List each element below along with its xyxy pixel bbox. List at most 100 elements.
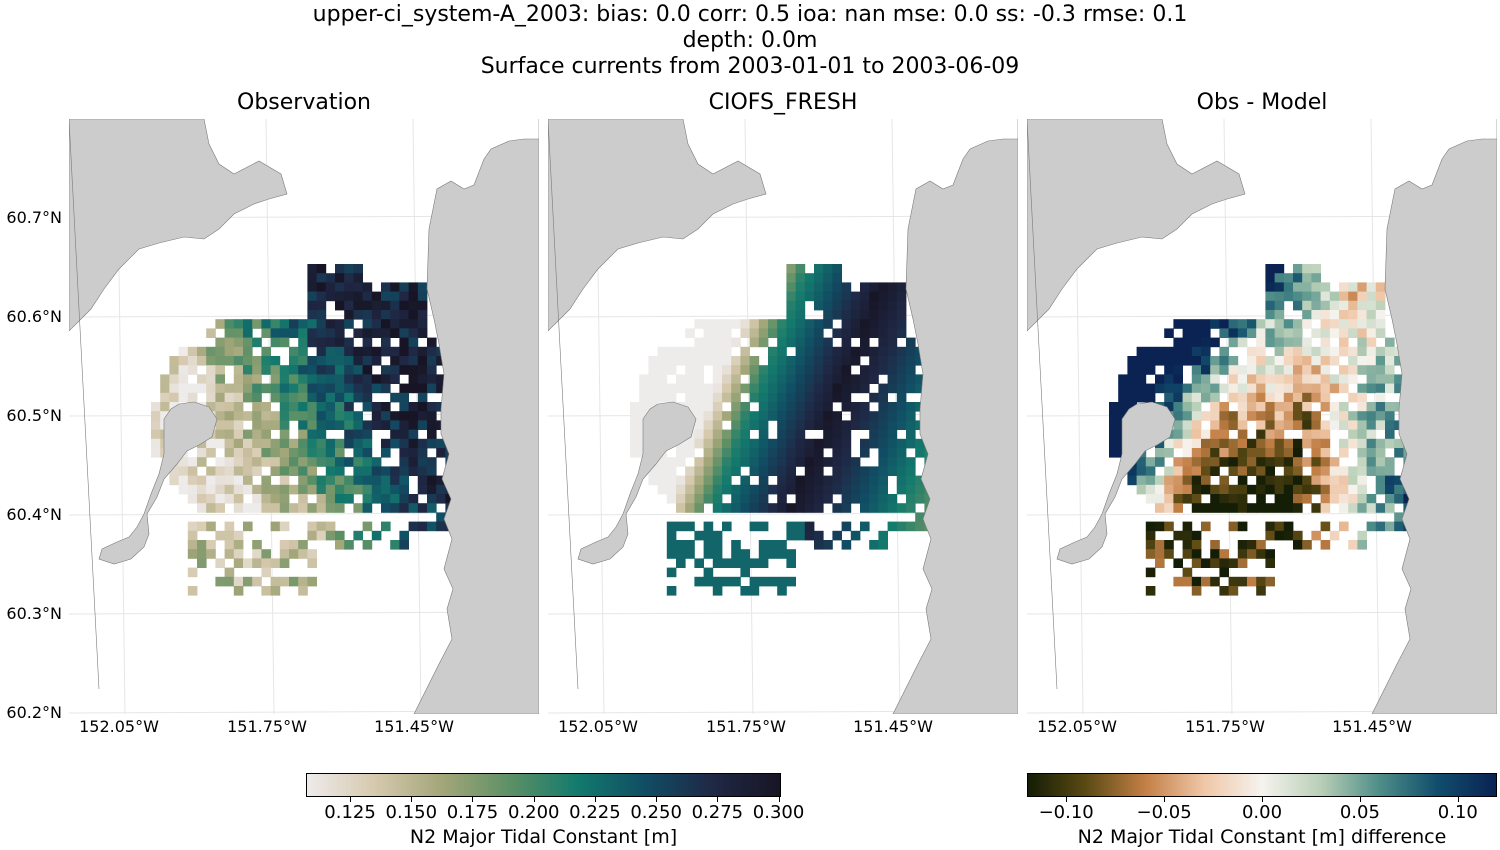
grid-cell <box>316 484 327 495</box>
grid-cell <box>399 328 409 338</box>
grid-cell <box>215 466 225 476</box>
grid-cell <box>316 337 327 348</box>
grid-cell <box>298 420 308 430</box>
grid-cell <box>206 549 216 559</box>
grid-cell <box>703 576 714 587</box>
grid-cell <box>666 475 677 486</box>
grid-cell <box>1320 319 1331 329</box>
grid-cell <box>878 494 888 504</box>
grid-cell <box>694 530 704 541</box>
grid-cell <box>1357 392 1367 403</box>
y-tick-label: 60.6°N <box>6 307 62 326</box>
grid-cell <box>1173 530 1183 541</box>
grid-cell <box>1265 374 1275 384</box>
grid-cell <box>1274 429 1285 440</box>
grid-cell <box>712 411 723 421</box>
grid-cell <box>1348 365 1358 375</box>
grid-cell <box>786 282 796 292</box>
grid-cell <box>215 346 225 357</box>
grid-cell <box>1283 374 1294 384</box>
grid-cell <box>1237 448 1248 458</box>
grid-cell <box>1219 586 1229 596</box>
grid-cell <box>878 475 888 486</box>
grid-cell <box>1274 392 1285 403</box>
grid-cell <box>1302 365 1312 375</box>
grid-cell <box>1219 383 1229 394</box>
grid-cell <box>298 494 308 504</box>
grid-cell <box>1311 429 1321 440</box>
grid-cell <box>694 457 704 467</box>
grid-cell <box>1274 530 1285 541</box>
grid-cell <box>694 346 704 357</box>
grid-cell <box>362 540 373 550</box>
grid-cell <box>206 356 216 366</box>
map-difference-svg <box>1027 119 1497 714</box>
grid-cell <box>1375 411 1386 421</box>
grid-cell <box>1265 521 1275 532</box>
grid-cell <box>270 576 281 587</box>
grid-cell <box>1385 484 1395 495</box>
grid-cell <box>325 457 336 467</box>
grid-cell <box>832 282 842 292</box>
grid-cell <box>1145 392 1156 403</box>
grid-cell <box>814 337 824 348</box>
grid-cell <box>823 457 833 467</box>
grid-cell <box>777 374 787 384</box>
grid-cell <box>749 328 760 338</box>
grid-cell <box>896 475 907 486</box>
grid-cell <box>399 466 409 476</box>
grid-cell <box>417 521 428 532</box>
grid-cell <box>233 392 244 403</box>
grid-cell <box>1293 337 1303 348</box>
grid-cell <box>279 503 290 513</box>
grid-cell <box>1191 448 1202 458</box>
grid-cell <box>362 374 373 384</box>
grid-cell <box>703 356 714 366</box>
grid-cell <box>1109 420 1119 430</box>
grid-cell <box>1311 273 1321 283</box>
grid-cell <box>749 448 760 458</box>
grid-cell <box>1210 383 1220 394</box>
grid-cell <box>740 365 750 375</box>
grid-cell <box>657 466 668 476</box>
grid-cell <box>1256 429 1266 440</box>
grid-cell <box>777 438 787 449</box>
grid-cell <box>777 475 787 486</box>
grid-cell <box>841 494 852 504</box>
grid-cell <box>786 264 796 274</box>
x-tick-label: 151.45°W <box>853 717 933 736</box>
grid-cell <box>1302 356 1312 366</box>
grid-cell <box>1274 273 1285 283</box>
grid-cell <box>371 346 382 357</box>
grid-cell <box>169 475 179 486</box>
grid-cell <box>1256 392 1266 403</box>
grid-cell <box>298 337 308 348</box>
grid-cell <box>1283 503 1294 513</box>
grid-cell <box>731 484 741 495</box>
grid-cell <box>371 328 382 338</box>
grid-cell <box>814 383 824 394</box>
grid-cell <box>823 346 833 357</box>
grid-cell <box>1256 356 1266 366</box>
grid-cell <box>860 448 870 458</box>
grid-cell <box>722 365 732 375</box>
grid-cell <box>1274 457 1285 467</box>
grid-cell <box>335 383 345 394</box>
grid-cell <box>1265 438 1275 449</box>
grid-cell <box>1311 356 1321 366</box>
grid-cell <box>1339 521 1349 532</box>
grid-cell <box>1283 356 1294 366</box>
grid-cell <box>768 365 778 375</box>
grid-cell <box>860 494 870 504</box>
grid-cell <box>814 392 824 403</box>
grid-cell <box>316 328 327 338</box>
grid-cell <box>316 365 327 375</box>
grid-cell <box>215 420 225 430</box>
grid-cell <box>353 411 363 421</box>
grid-cell <box>316 392 327 403</box>
grid-cell <box>353 328 363 338</box>
grid-cell <box>758 328 769 338</box>
grid-cell <box>1256 438 1266 449</box>
grid-cell <box>408 319 419 329</box>
grid-cell <box>1237 558 1248 568</box>
